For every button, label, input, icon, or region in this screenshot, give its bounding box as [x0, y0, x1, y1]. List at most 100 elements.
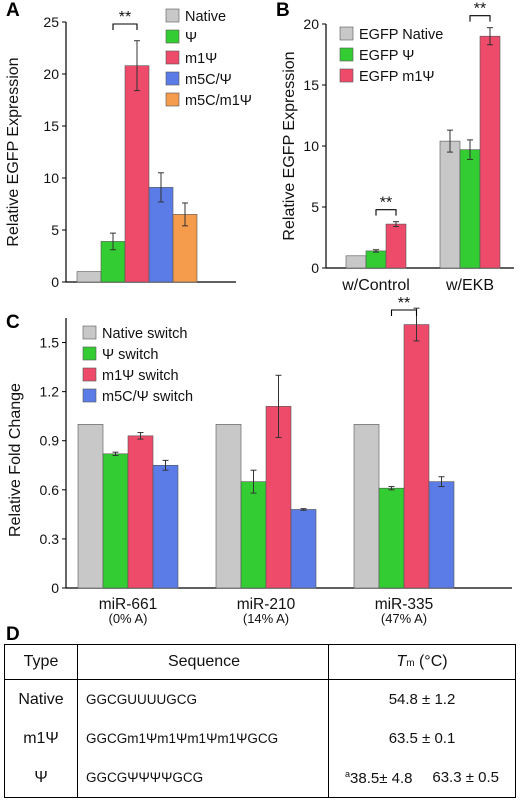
- panel-a-significance-label: **: [119, 9, 131, 26]
- panel-c-y-tick-label: 1.2: [40, 384, 60, 400]
- panel-b-letter: B: [276, 0, 290, 21]
- panel-c-letter: C: [6, 312, 20, 333]
- row-type: Native: [4, 679, 78, 719]
- panel-b-bar: [479, 35, 501, 269]
- panel-b-significance-label: **: [380, 195, 392, 212]
- panel-b-legend-swatch: [339, 47, 354, 62]
- panel-c: C 0 0.3 0.6 0.9 1.2 1.5 Relative Fold Change mi…: [6, 295, 512, 626]
- panel-a-legend-swatch: [165, 8, 180, 23]
- sequence-header: Sequence: [77, 644, 329, 680]
- panel-c-category-label: miR-210: [237, 596, 296, 613]
- panel-b: B 0 5 10 15 20 Relative EGFP Expression w/Cont…: [276, 0, 514, 294]
- panel-c-bar: [152, 464, 179, 589]
- panel-a: A 0 5 10 15 20 25 Relative EGFP Expression ** Na…: [5, 0, 252, 290]
- tm-symbol: T: [396, 653, 407, 670]
- panel-c-significance-bracket: [390, 309, 418, 316]
- panel-b-bar: [459, 149, 481, 269]
- row-sequence: GGCGΨΨΨΨGCG: [77, 758, 329, 798]
- panel-c-category-sublabel: (0% A): [108, 611, 147, 626]
- panel-a-legend-label: Native: [185, 9, 226, 25]
- panel-c-y-tick-label: 0: [51, 580, 59, 596]
- row-tm: 63.5 ± 0.1: [328, 719, 516, 758]
- panel-a-legend-swatch: [165, 71, 180, 86]
- panel-c-y-tick-label: 0.9: [40, 433, 60, 449]
- panel-c-bar: [215, 424, 242, 589]
- panel-c-bar: [353, 424, 380, 589]
- row-tm: 54.8 ± 1.2: [328, 679, 516, 719]
- type-header: Type: [4, 644, 78, 680]
- panel-a-y-tick-label: 15: [43, 118, 59, 134]
- panel-c-legend-swatch: [82, 367, 97, 382]
- panel-c-y-tick-label: 0.3: [40, 531, 60, 547]
- panel-b-bar: [365, 250, 387, 269]
- panel-c-legend-swatch: [82, 325, 97, 340]
- row-type: Ψ: [4, 758, 78, 798]
- panel-c-category-label: miR-661: [99, 596, 158, 613]
- table-row: m1Ψ GGCGm1Ψm1Ψm1Ψm1ΨGCG 63.5 ± 0.1: [4, 719, 516, 758]
- panel-c-legend-label: Ψ switch: [102, 347, 158, 363]
- panel-b-significance-bracket: [469, 15, 491, 22]
- panel-a-legend-swatch: [165, 50, 180, 65]
- panel-c-significance-label: **: [398, 295, 410, 312]
- panel-a-legend-swatch: [165, 29, 180, 44]
- tm-table: Type Sequence Tm (°C) Native GGCGUUUUGCG…: [4, 644, 516, 798]
- panel-c-legend-swatch: [82, 346, 97, 361]
- panel-b-y-tick-label: 15: [303, 77, 319, 93]
- panel-a-y-tick-label: 5: [51, 222, 59, 238]
- panel-a-y-axis-label: Relative EGFP Expression: [5, 57, 22, 246]
- panel-c-legend-label: m5C/Ψ switch: [102, 389, 193, 405]
- panel-a-letter: A: [6, 0, 20, 21]
- panel-b-significance-label: **: [474, 1, 486, 18]
- panel-b-legend-label: EGFP Native: [359, 27, 443, 43]
- tm-a-text: 38.5± 4.8: [350, 769, 413, 787]
- panel-b-y-axis-label: Relative EGFP Expression: [281, 51, 298, 240]
- panel-a-y-tick-label: 25: [43, 14, 59, 30]
- footnote-marker: a: [345, 768, 351, 779]
- panel-d-letter: D: [6, 624, 20, 640]
- panel-b-legend-swatch: [339, 26, 354, 41]
- panel-c-bar: [378, 487, 405, 589]
- panel-b-legend-label: EGFP Ψ: [359, 48, 414, 64]
- tm-unit: (°C): [414, 653, 448, 670]
- tm-value-a: a38.5± 4.8: [345, 769, 412, 787]
- panel-b-significance-bracket: [375, 209, 397, 216]
- panel-b-category-label: w/Control: [341, 277, 410, 294]
- panel-c-bar: [102, 453, 129, 589]
- panel-c-legend-swatch: [82, 388, 97, 403]
- panel-c-y-tick-label: 1.5: [40, 335, 60, 351]
- panel-b-y-tick-label: 10: [303, 138, 319, 154]
- row-tm: a38.5± 4.8 63.3 ± 0.5: [328, 758, 516, 798]
- panel-a-legend-label: Ψ: [185, 30, 197, 46]
- panel-b-category-label: w/EKB: [445, 277, 494, 294]
- panel-c-y-axis-label: Relative Fold Change: [7, 383, 24, 537]
- panel-c-bar: [403, 324, 430, 589]
- panel-b-y-tick-label: 5: [311, 199, 319, 215]
- panel-a-y-tick-label: 0: [51, 274, 59, 290]
- panel-c-y-tick-label: 0.6: [40, 482, 60, 498]
- panel-b-bar: [385, 223, 407, 269]
- panel-a-bar: [76, 271, 102, 283]
- panel-a-legend-label: m5C/m1Ψ: [185, 93, 252, 109]
- panel-a-legend-label: m5C/Ψ: [185, 72, 232, 88]
- panel-a-significance-bracket: [112, 23, 138, 30]
- row-sequence: GGCGm1Ψm1Ψm1Ψm1ΨGCG: [77, 719, 329, 758]
- panel-c-legend-label: Native switch: [102, 326, 187, 342]
- panel-c-category-sublabel: (47% A): [381, 611, 427, 626]
- panel-c-bar: [428, 481, 455, 589]
- table-header-row: Type Sequence Tm (°C): [4, 644, 516, 680]
- panel-a-y-tick-label: 10: [43, 170, 59, 186]
- panel-b-legend-swatch: [339, 68, 354, 83]
- panel-c-bar: [77, 424, 104, 589]
- panel-c-legend-label: m1Ψ switch: [102, 368, 179, 384]
- panel-b-bar: [439, 140, 461, 269]
- panel-a-bar: [124, 65, 150, 283]
- panel-a-y-tick-label: 20: [43, 66, 59, 82]
- table-row: Native GGCGUUUUGCG 54.8 ± 1.2: [4, 679, 516, 719]
- panel-c-category-sublabel: (14% A): [243, 611, 289, 626]
- panel-b-bar: [345, 255, 367, 269]
- table-row: Ψ GGCGΨΨΨΨGCG a38.5± 4.8 63.3 ± 0.5: [4, 758, 516, 798]
- panel-c-category-label: miR-335: [375, 596, 434, 613]
- panel-b-legend-label: EGFP m1Ψ: [359, 69, 435, 85]
- figure-canvas: A 0 5 10 15 20 25 Relative EGFP Expression ** Na…: [5, 0, 514, 640]
- tm-header: Tm (°C): [328, 644, 516, 680]
